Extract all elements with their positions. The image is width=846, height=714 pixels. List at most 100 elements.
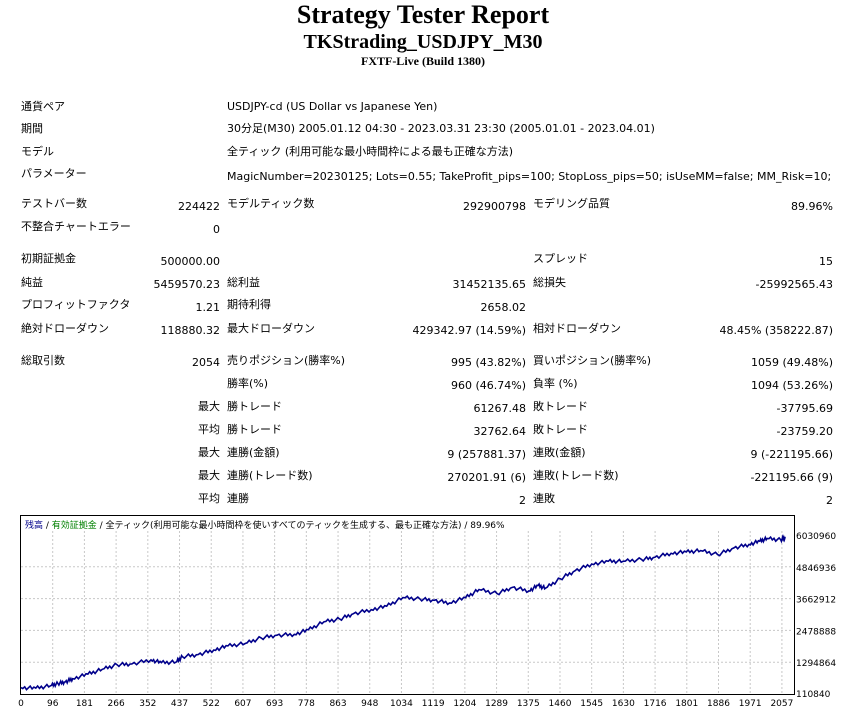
x-tick-label: 522 [203, 699, 220, 709]
avg-word-cons: 平均 [198, 492, 220, 505]
spread-value: 15 [819, 255, 833, 268]
largest-word: 最大 [198, 400, 220, 413]
x-tick-label: 0 [18, 699, 24, 709]
avg-cons-wins-label: 連勝 [227, 492, 249, 505]
x-tick-label: 1289 [485, 699, 508, 709]
largest-loss-value: -37795.69 [776, 402, 833, 415]
largest-loss-label: 敗トレード [533, 400, 588, 413]
x-tick-label: 948 [361, 699, 378, 709]
legend-equity: 有効証拠金 [51, 521, 97, 531]
cons-loss-value: -221195.66 (9) [750, 471, 833, 484]
avg-loss-label: 敗トレード [533, 423, 588, 436]
largest-win-value: 61267.48 [473, 402, 527, 415]
gross-profit-label: 総利益 [227, 276, 260, 289]
bars-label: テストバー数 [21, 197, 87, 210]
cons-loss-label: 連敗(トレード数) [533, 469, 619, 482]
loss-rate-value: 1094 (53.26%) [750, 379, 833, 392]
rel-dd-label: 相対ドローダウン [533, 322, 621, 335]
x-tick-label: 778 [298, 699, 315, 709]
max-word-cons: 最大 [198, 446, 220, 459]
long-value: 1059 (49.48%) [750, 356, 833, 369]
x-tick-label: 1545 [580, 699, 603, 709]
x-tick-label: 1971 [739, 699, 762, 709]
x-tick-label: 1460 [549, 699, 572, 709]
period-value: 30分足(M30) 2005.01.12 04:30 - 2023.03.31 … [227, 122, 655, 135]
trades-value: 2054 [192, 356, 220, 369]
win-rate-value: 960 (46.74%) [450, 379, 526, 392]
long-label: 買いポジション(勝率%) [533, 354, 652, 367]
avg-cons-losses-value: 2 [826, 494, 833, 507]
deposit-label: 初期証拠金 [21, 252, 76, 265]
x-tick-label: 2057 [770, 699, 793, 709]
short-label: 売りポジション(勝率%) [227, 354, 346, 367]
pf-label: プロフィットファクタ [21, 298, 131, 311]
errors-value: 0 [213, 223, 220, 236]
y-tick-label: 110840 [796, 690, 831, 700]
quality-value: 89.96% [791, 200, 833, 213]
net-label: 純益 [21, 276, 43, 289]
max-dd-label: 最大ドローダウン [227, 322, 315, 335]
cons-wins-label: 連勝(金額) [227, 446, 280, 459]
build-info: FXTF-Live (Build 1380) [360, 54, 485, 68]
gross-profit-value: 31452135.65 [452, 278, 526, 291]
x-tick-label: 181 [76, 699, 93, 709]
symbol-value: USDJPY-cd (US Dollar vs Japanese Yen) [227, 100, 438, 113]
x-tick-label: 1204 [453, 699, 476, 709]
ticks-label: モデルティック数 [227, 197, 315, 210]
abs-dd-value: 118880.32 [160, 324, 221, 337]
max-word-cons-trades: 最大 [198, 469, 220, 482]
spread-label: スプレッド [533, 252, 588, 265]
x-tick-label: 1801 [675, 699, 698, 709]
x-tick-label: 1119 [422, 699, 445, 709]
short-value: 995 (43.82%) [450, 356, 526, 369]
model-value: 全ティック (利用可能な最小時間枠による最も正確な方法) [227, 145, 514, 158]
legend-sep: / [43, 521, 52, 531]
expected-value: 2658.02 [480, 301, 527, 314]
chart-legend: 残高 / 有効証拠金 / 全ティック(利用可能な最小時間枠を使いすべてのティック… [25, 518, 505, 531]
report-title: Strategy Tester Report [296, 0, 550, 29]
balance-chart: 残高 / 有効証拠金 / 全ティック(利用可能な最小時間枠を使いすべてのティック… [20, 515, 795, 695]
x-tick-label: 1886 [707, 699, 730, 709]
x-tick-label: 1375 [517, 699, 540, 709]
params-label: パラメーター [21, 167, 87, 180]
x-tick-label: 437 [171, 699, 188, 709]
largest-win-label: 勝トレード [227, 400, 282, 413]
x-tick-label: 607 [234, 699, 251, 709]
max-dd-value: 429342.97 (14.59%) [412, 324, 526, 337]
bars-value: 224422 [178, 200, 220, 213]
avg-win-value: 32762.64 [473, 425, 527, 438]
cons-profit-label: 連勝(トレード数) [227, 469, 313, 482]
net-value: 5459570.23 [153, 278, 220, 291]
cons-wins-value: 9 (257881.37) [447, 448, 526, 461]
period-label: 期間 [21, 122, 43, 135]
y-tick-label: 4846936 [796, 564, 836, 574]
gross-loss-value: -25992565.43 [755, 278, 833, 291]
cons-profit-value: 270201.91 (6) [447, 471, 526, 484]
avg-cons-losses-label: 連敗 [533, 492, 555, 505]
symbol-label: 通貨ペア [21, 100, 65, 113]
cons-losses-label: 連敗(金額) [533, 446, 586, 459]
avg-cons-wins-value: 2 [519, 494, 526, 507]
ticks-value: 292900798 [463, 200, 526, 213]
x-tick-label: 693 [266, 699, 283, 709]
loss-rate-label: 負率 (%) [533, 377, 578, 390]
pf-value: 1.21 [195, 301, 221, 314]
report-subtitle: TKStrading_USDJPY_M30 [303, 31, 543, 53]
quality-label: モデリング品質 [533, 197, 610, 210]
avg-win-label: 勝トレード [227, 423, 282, 436]
x-tick-label: 1716 [644, 699, 667, 709]
x-tick-label: 266 [108, 699, 125, 709]
avg-loss-value: -23759.20 [776, 425, 833, 438]
x-tick-label: 1630 [612, 699, 635, 709]
cons-losses-value: 9 (-221195.66) [750, 448, 833, 461]
x-tick-label: 96 [47, 699, 59, 709]
rel-dd-value: 48.45% (358222.87) [719, 324, 833, 337]
legend-method: / 全ティック(利用可能な最小時間枠を使いすべてのティックを生成する、最も正確な… [96, 521, 505, 531]
model-label: モデル [21, 145, 54, 158]
deposit-value: 500000.00 [160, 255, 221, 268]
y-tick-label: 3662912 [796, 596, 836, 606]
x-tick-label: 352 [139, 699, 156, 709]
win-rate-label: 勝率(%) [227, 377, 269, 390]
expected-label: 期待利得 [227, 298, 271, 311]
